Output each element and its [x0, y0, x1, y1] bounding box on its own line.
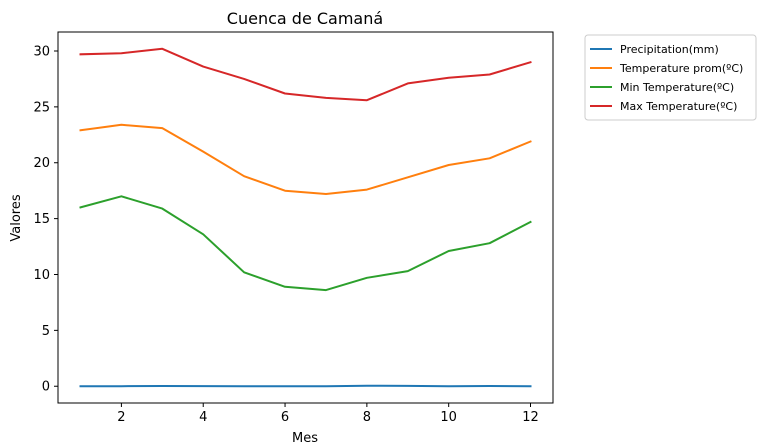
legend-frame — [584, 34, 757, 121]
legend-label: Precipitation(mm) — [620, 43, 719, 56]
legend: Precipitation(mm) Temperature prom(ºC) Min… — [584, 34, 757, 121]
y-tick-label: 5 — [42, 324, 50, 339]
axes: 2 4 6 8 10 12 0 5 10 15 20 25 30 — [33, 44, 538, 425]
x-tick-label: 12 — [522, 410, 539, 425]
series-lines — [79, 47, 532, 388]
x-tick-label: 4 — [199, 410, 207, 425]
y-tick-label: 20 — [33, 156, 50, 171]
x-axis-label: Mes — [292, 431, 318, 446]
y-tick-label: 25 — [33, 100, 50, 115]
x-tick-label: 6 — [281, 410, 289, 425]
series-line-3 — [79, 195, 532, 292]
x-tick-label: 10 — [440, 410, 457, 425]
y-tick-label: 30 — [33, 44, 50, 59]
y-axis-label: Valores — [9, 194, 24, 241]
series-line-2 — [79, 123, 532, 195]
y-tick-label: 10 — [33, 268, 50, 283]
x-tick-label: 8 — [363, 410, 371, 425]
legend-label: Max Temperature(ºC) — [620, 100, 737, 113]
y-tick-label: 0 — [42, 380, 50, 395]
series-line-1 — [79, 384, 532, 388]
y-tick-label: 15 — [33, 212, 50, 227]
legend-label: Temperature prom(ºC) — [619, 62, 743, 75]
plot-frame — [57, 31, 554, 404]
chart-title: Cuenca de Camaná — [227, 9, 383, 28]
legend-label: Min Temperature(ºC) — [620, 81, 734, 94]
series-line-4 — [79, 47, 532, 102]
x-tick-label: 2 — [117, 410, 125, 425]
